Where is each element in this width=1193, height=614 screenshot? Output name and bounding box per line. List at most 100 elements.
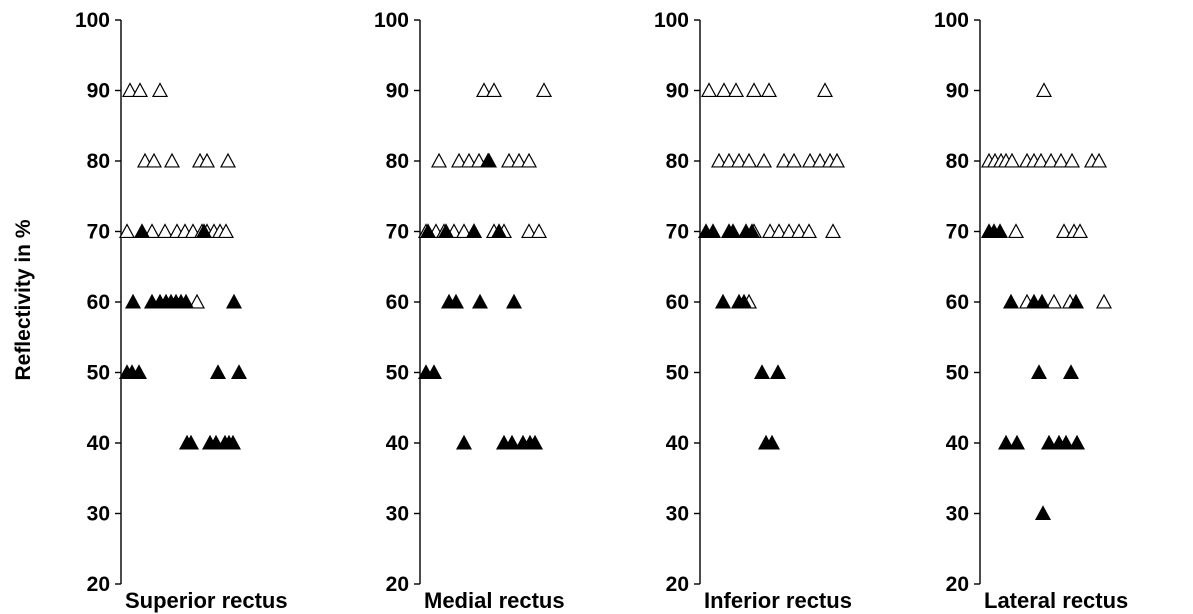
filled-triangle-point — [735, 293, 753, 309]
open-triangle-point — [1090, 152, 1108, 168]
panels: 100 90 80 70 60 50 40 30 20 Superior rectus 100 90 8… — [75, 9, 1128, 613]
open-triangle-point — [1045, 293, 1063, 309]
filled-triangle-point — [230, 364, 248, 380]
open-triangle-point — [720, 152, 738, 168]
y-tick-label: 90 — [946, 80, 969, 103]
filled-triangle-point — [1034, 505, 1052, 521]
open-triangle-point — [816, 82, 834, 98]
y-tick-label: 70 — [946, 221, 969, 244]
y-tick-label: 20 — [946, 573, 969, 596]
panel-title: Lateral rectus — [984, 588, 1128, 613]
open-triangle-point — [730, 152, 748, 168]
y-tick-label: 90 — [666, 80, 689, 103]
open-triangle-point — [770, 223, 788, 239]
open-triangle-point — [535, 82, 553, 98]
filled-triangle-point — [505, 293, 523, 309]
filled-triangle-point — [133, 223, 151, 239]
open-triangle-point — [775, 152, 793, 168]
filled-triangle-point — [209, 364, 227, 380]
y-tick-label: 50 — [666, 362, 689, 385]
open-triangle-point — [800, 223, 818, 239]
y-tick-label: 20 — [666, 573, 689, 596]
open-triangle-point — [460, 152, 478, 168]
open-triangle-point — [455, 223, 473, 239]
y-tick-label: 100 — [374, 9, 409, 32]
open-triangle-point — [727, 82, 745, 98]
filled-triangle-point — [997, 434, 1015, 450]
open-triangle-point — [755, 152, 773, 168]
filled-triangle-point — [503, 434, 521, 450]
open-triangle-point — [801, 152, 819, 168]
panel-lateral-rectus: 100 90 80 70 60 50 40 30 20 Lateral rectus — [934, 9, 1128, 613]
y-tick-label: 40 — [87, 432, 110, 455]
filled-triangle-point — [437, 223, 455, 239]
filled-triangle-point — [490, 223, 508, 239]
y-tick-label: 50 — [386, 362, 409, 385]
filled-triangle-point — [130, 364, 148, 380]
y-tick-label: 70 — [386, 221, 409, 244]
filled-triangle-point — [753, 364, 771, 380]
y-tick-label: 30 — [87, 503, 110, 526]
open-triangle-point — [745, 82, 763, 98]
open-triangle-point — [219, 152, 237, 168]
open-triangle-point — [217, 223, 235, 239]
open-triangle-point — [430, 152, 448, 168]
open-triangle-point — [785, 152, 803, 168]
y-tick-label: 100 — [934, 9, 969, 32]
open-triangle-point — [475, 82, 493, 98]
open-triangle-point — [530, 223, 548, 239]
open-triangle-point — [760, 82, 778, 98]
filled-triangle-point — [1008, 434, 1026, 450]
open-triangle-point — [1035, 82, 1053, 98]
filled-triangle-point — [195, 223, 213, 239]
open-triangle-point — [485, 82, 503, 98]
panel-medial-rectus: 100 90 80 70 60 50 40 30 20 Medial rectus — [374, 9, 565, 613]
open-triangle-point — [1063, 152, 1081, 168]
open-triangle-point — [1007, 223, 1025, 239]
filled-triangle-point — [124, 293, 142, 309]
y-tick-label: 80 — [946, 150, 969, 173]
open-triangle-point — [450, 152, 468, 168]
filled-triangle-point — [1040, 434, 1058, 450]
y-tick-label: 70 — [87, 221, 110, 244]
y-tick-label: 80 — [666, 150, 689, 173]
open-triangle-point — [740, 152, 758, 168]
y-tick-label: 60 — [87, 291, 110, 314]
filled-triangle-point — [724, 223, 742, 239]
filled-triangle-point — [1033, 293, 1051, 309]
filled-triangle-point — [743, 223, 761, 239]
y-axis-label: Reflectivity in % — [12, 219, 35, 380]
y-tick-label: 90 — [87, 80, 110, 103]
filled-triangle-point — [177, 293, 195, 309]
open-triangle-point — [824, 223, 842, 239]
filled-triangle-point — [1002, 293, 1020, 309]
filled-triangle-point — [704, 223, 722, 239]
y-tick-label: 30 — [386, 503, 409, 526]
y-tick-label: 50 — [87, 362, 110, 385]
open-triangle-point — [1095, 293, 1113, 309]
panel-inferior-rectus: 100 90 80 70 60 50 40 30 20 Inferior rectus — [654, 9, 852, 613]
y-tick-label: 30 — [946, 503, 969, 526]
y-tick-label: 40 — [386, 432, 409, 455]
filled-triangle-point — [1067, 293, 1085, 309]
open-triangle-point — [1032, 152, 1050, 168]
open-triangle-point — [1042, 152, 1060, 168]
open-triangle-point — [710, 152, 728, 168]
y-tick-label: 40 — [666, 432, 689, 455]
y-tick-label: 50 — [946, 362, 969, 385]
y-tick-label: 60 — [666, 291, 689, 314]
open-triangle-point — [780, 223, 798, 239]
filled-triangle-point — [991, 223, 1009, 239]
filled-triangle-point — [465, 223, 483, 239]
filled-triangle-point — [225, 293, 243, 309]
filled-triangle-point — [471, 293, 489, 309]
y-tick-label: 60 — [946, 291, 969, 314]
open-triangle-point — [156, 223, 174, 239]
y-tick-label: 20 — [386, 573, 409, 596]
filled-triangle-point — [1062, 364, 1080, 380]
filled-triangle-point — [1030, 364, 1048, 380]
panel-title: Inferior rectus — [704, 588, 852, 613]
filled-triangle-point — [769, 364, 787, 380]
y-tick-label: 60 — [386, 291, 409, 314]
